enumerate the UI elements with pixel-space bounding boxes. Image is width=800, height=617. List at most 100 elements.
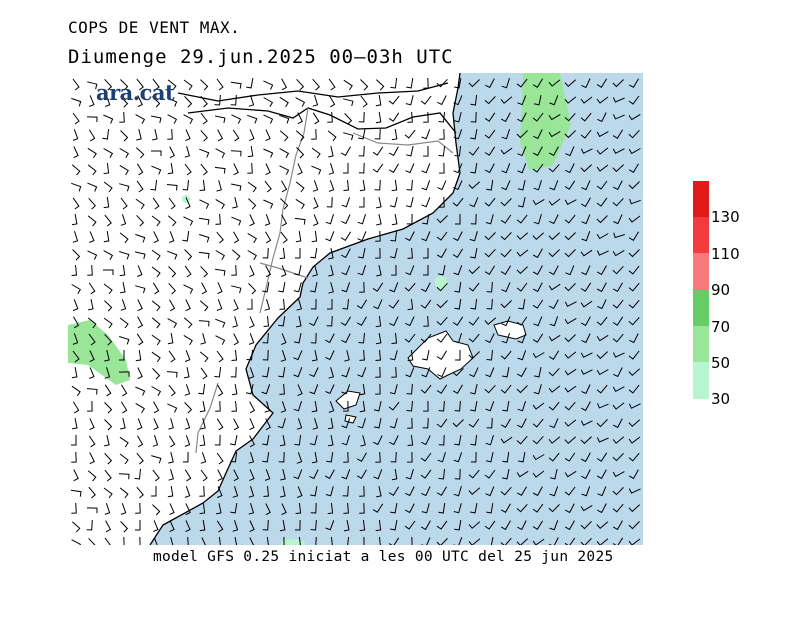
wind-barb [214,94,221,106]
wind-barb [470,129,478,140]
wind-barb [420,95,432,105]
wind-barb [183,284,194,294]
wind-barb [152,435,159,447]
legend-label-70: 70 [711,318,731,336]
wind-barb [199,401,206,413]
wind-barb [470,401,478,412]
wind-barb [151,334,161,346]
wind-barb [216,418,224,431]
wind-barb [612,418,623,429]
wind-barb [104,78,113,91]
wind-barb [389,350,398,361]
wind-barb [295,231,302,243]
wind-barb [232,316,238,328]
wind-barb [564,130,576,139]
wind-barb [137,299,143,312]
wind-barb [137,418,143,430]
wind-barb [484,265,496,275]
wind-barb [549,418,559,429]
wind-barb [468,487,481,496]
wind-barb [360,435,366,447]
wind-barb [88,435,96,448]
wind-barb [295,130,305,142]
wind-barb [388,537,400,545]
wind-barb [231,349,238,361]
wind-barb [468,181,481,190]
wind-barb [628,181,640,190]
wind-barb [501,129,510,140]
wind-barb [596,215,608,224]
wind-barb [596,233,609,240]
wind-barb [486,179,494,191]
wind-barb [532,112,544,122]
wind-barb [309,435,318,446]
wind-barb [375,95,382,107]
wind-barb [486,281,493,293]
gust-patch-south [281,539,305,545]
wind-barb [73,316,80,329]
wind-barb [375,315,382,328]
wind-barb [231,183,242,191]
wind-barb [263,485,270,497]
wind-barb [294,519,301,531]
wind-barb [356,316,367,326]
wind-barb [215,250,225,261]
wind-barb [103,196,110,209]
wind-barb [166,371,178,378]
region-border-2 [259,262,309,279]
wind-barb [184,96,193,108]
wind-barb [564,334,576,343]
wind-barb [612,402,625,410]
wind-barb [120,197,128,210]
wind-barb [151,386,162,397]
wind-barb [120,96,129,108]
wind-barb [104,434,110,447]
legend-swatch-90 [693,253,709,290]
wind-barb [151,165,162,175]
wind-barb [341,265,351,276]
wind-barb [233,231,240,244]
wind-barb [169,503,175,516]
wind-barb [87,250,98,260]
wind-barb [278,316,286,327]
wind-barb [248,95,255,107]
wind-barb [72,129,79,141]
wind-barb [325,384,335,395]
wind-barb [613,214,623,225]
wind-barb [263,114,274,124]
wind-barb [628,78,639,88]
wind-barb [70,489,82,497]
wind-barb [103,283,113,295]
wind-barb [628,350,640,360]
wind-barb [152,504,161,516]
wind-barb [596,78,608,88]
wind-barb [517,196,526,208]
wind-barb [500,486,512,496]
legend-swatch-130 [693,181,709,217]
wind-barb [153,401,160,414]
wind-barb [281,333,287,345]
wind-barb [580,401,591,412]
wind-barb [564,199,577,205]
wind-barb [103,231,110,243]
wind-barb [281,78,288,91]
wind-barb [279,520,286,532]
wind-barb [167,79,177,91]
wind-barb [373,469,383,480]
wind-barb [341,367,351,378]
wind-barb [405,469,414,480]
wind-barb [310,332,317,344]
wind-barb [135,520,141,531]
wind-barb [360,95,368,108]
wind-barb [420,520,431,531]
wind-barb [249,469,255,482]
wind-barb [516,435,528,445]
wind-barb [328,264,334,277]
wind-barb [517,163,527,174]
wind-barb [358,248,366,259]
wind-barb [119,317,129,329]
wind-barb [230,150,242,157]
wind-barb [596,96,609,104]
wind-barb [423,145,429,157]
wind-barb [612,453,624,462]
